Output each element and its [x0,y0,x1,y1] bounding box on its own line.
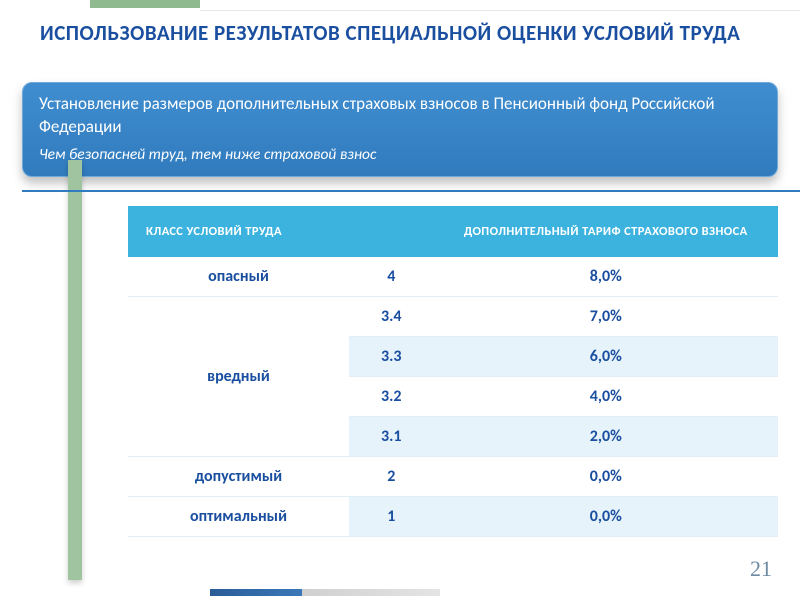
cell-code: 3.1 [349,417,434,457]
tariff-table-container: КЛАСС УСЛОВИЙ ТРУДА ДОПОЛНИТЕЛЬНЫЙ ТАРИФ… [128,206,778,537]
top-hairline [200,10,800,11]
cell-rate: 0,0% [434,497,779,537]
tariff-table: КЛАСС УСЛОВИЙ ТРУДА ДОПОЛНИТЕЛЬНЫЙ ТАРИФ… [128,206,778,537]
horizontal-rule [22,190,800,192]
table-row: вредный3.47,0% [128,297,778,337]
cell-rate: 0,0% [434,457,779,497]
page-number: 21 [750,556,772,582]
cell-rate: 6,0% [434,337,779,377]
cell-code: 4 [349,257,434,297]
bottom-progress-bar [210,589,440,596]
cell-rate: 7,0% [434,297,779,337]
callout-box: Установление размеров дополнительных стр… [22,82,778,177]
header-class: КЛАСС УСЛОВИЙ ТРУДА [128,206,349,257]
cell-rate: 8,0% [434,257,779,297]
header-code-blank [349,206,434,257]
table-row: опасный48,0% [128,257,778,297]
table-body: опасный48,0%вредный3.47,0%3.36,0%3.24,0%… [128,257,778,537]
callout-lead: Установление размеров дополнительных стр… [39,93,761,139]
cell-class: оптимальный [128,497,349,537]
cell-code: 3.2 [349,377,434,417]
cell-code: 3.4 [349,297,434,337]
page-title: ИСПОЛЬЗОВАНИЕ РЕЗУЛЬТАТОВ СПЕЦИАЛЬНОЙ ОЦ… [40,20,760,46]
table-header-row: КЛАСС УСЛОВИЙ ТРУДА ДОПОЛНИТЕЛЬНЫЙ ТАРИФ… [128,206,778,257]
table-row: допустимый20,0% [128,457,778,497]
cell-class: допустимый [128,457,349,497]
cell-rate: 4,0% [434,377,779,417]
callout-sub: Чем безопасней труд, тем ниже страховой … [39,145,761,164]
table-row: оптимальный10,0% [128,497,778,537]
cell-class: опасный [128,257,349,297]
cell-class: вредный [128,297,349,457]
cell-code: 2 [349,457,434,497]
top-accent-bar [90,0,200,8]
cell-code: 3.3 [349,337,434,377]
cell-rate: 2,0% [434,417,779,457]
vertical-accent-bar [68,160,82,580]
header-rate: ДОПОЛНИТЕЛЬНЫЙ ТАРИФ СТРАХОВОГО ВЗНОСА [434,206,779,257]
cell-code: 1 [349,497,434,537]
